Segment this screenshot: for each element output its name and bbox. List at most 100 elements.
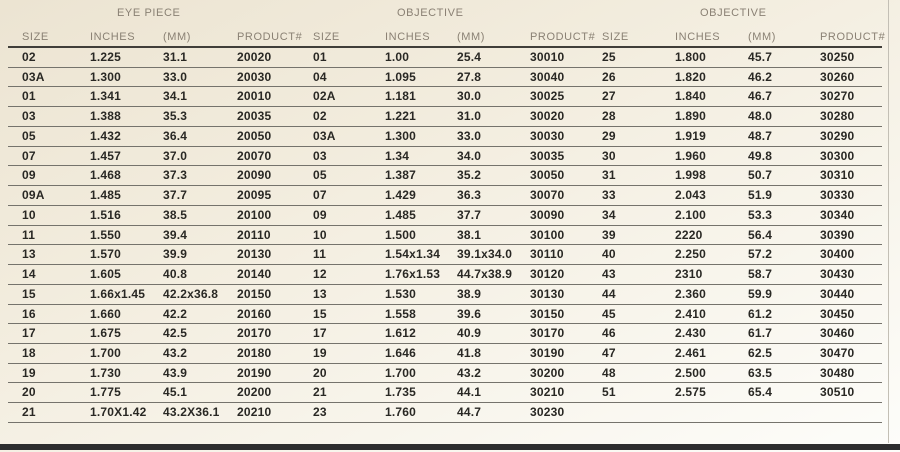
cell: 1.76x1.53 — [385, 267, 441, 282]
cell: 30130 — [530, 286, 565, 301]
cell: 30300 — [820, 148, 855, 163]
cell: 2220 — [675, 227, 703, 242]
cell: 44.1 — [457, 385, 482, 400]
cell: 48 — [602, 365, 616, 380]
cell: 35.2 — [457, 168, 482, 183]
column-header: (MM) — [457, 31, 486, 43]
cell: 46 — [602, 326, 616, 341]
cell: 23 — [313, 405, 327, 420]
cell: 1.700 — [385, 365, 417, 380]
cell: 1.646 — [385, 346, 417, 361]
cell: 20170 — [237, 326, 272, 341]
cell: 58.7 — [748, 267, 773, 282]
cell: 50.7 — [748, 168, 773, 183]
cell: 29 — [602, 128, 616, 143]
cell: 30400 — [820, 247, 855, 262]
cell: 30450 — [820, 306, 855, 321]
cell: 1.387 — [385, 168, 417, 183]
cell: 42.2 — [163, 306, 188, 321]
cell: 1.485 — [90, 188, 122, 203]
table-row: 03 1.388 35.3 20035 02 1.221 31.0 30020 28 1.890 4… — [8, 107, 882, 127]
cell: 51.9 — [748, 188, 773, 203]
cell: 2.100 — [675, 207, 707, 222]
cell: 1.700 — [90, 346, 122, 361]
cell: 03A — [22, 69, 45, 84]
table-row: 05 1.432 36.4 20050 03A 1.300 33.0 30030 29 1.919… — [8, 127, 882, 147]
cell: 1.300 — [90, 69, 122, 84]
cell: 36.3 — [457, 188, 482, 203]
cell: 35.3 — [163, 109, 188, 124]
cell: 30460 — [820, 326, 855, 341]
cell: 33.0 — [457, 128, 482, 143]
cell: 37.3 — [163, 168, 188, 183]
cell: 30035 — [530, 148, 565, 163]
cell: 09 — [22, 168, 36, 183]
cell: 17 — [22, 326, 36, 341]
table-row: 13 1.570 39.9 20130 11 1.54x1.34 39.1x34.0 3011… — [8, 245, 882, 266]
cell: 2310 — [675, 267, 703, 282]
cell: 1.181 — [385, 89, 417, 104]
cell: 1.558 — [385, 306, 417, 321]
cell: 2.043 — [675, 188, 707, 203]
cell: 1.341 — [90, 89, 122, 104]
group-title-objective-1: OBJECTIVE — [397, 7, 464, 19]
cell: 1.516 — [90, 207, 122, 222]
column-header: INCHES — [90, 31, 136, 43]
cell: 12 — [313, 267, 327, 282]
cell: 1.919 — [675, 128, 707, 143]
cell: 1.612 — [385, 326, 417, 341]
cell: 49.8 — [748, 148, 773, 163]
cell: 39.6 — [457, 306, 482, 321]
cell: 62.5 — [748, 346, 773, 361]
cell: 1.457 — [90, 148, 122, 163]
cell: 31.1 — [163, 50, 188, 64]
column-header: SIZE — [602, 31, 629, 43]
cell: 51 — [602, 385, 616, 400]
cell: 30 — [602, 148, 616, 163]
group-header-row: EYE PIECE OBJECTIVE OBJECTIVE — [8, 0, 882, 24]
cell: 45.7 — [748, 50, 773, 64]
table-row: 10 1.516 38.5 20100 09 1.485 37.7 30090 34 2.100 5… — [8, 206, 882, 226]
cell: 02 — [22, 50, 36, 64]
cell: 16 — [22, 306, 36, 321]
cell: 30280 — [820, 109, 855, 124]
cell: 14 — [22, 267, 36, 282]
bottom-bar — [0, 444, 900, 450]
cell: 1.550 — [90, 227, 122, 242]
cell: 1.70X1.42 — [90, 405, 147, 420]
cell: 1.00 — [385, 50, 410, 64]
cell: 44.7 — [457, 405, 482, 420]
cell: 37.7 — [163, 188, 188, 203]
cell: 1.221 — [385, 109, 417, 124]
cell: 09 — [313, 207, 327, 222]
cell: 30100 — [530, 227, 565, 242]
cell: 1.468 — [90, 168, 122, 183]
cell: 13 — [22, 247, 36, 262]
table-row: 17 1.675 42.5 20170 17 1.612 40.9 30170 46 2.430 6… — [8, 324, 882, 345]
cell: 1.840 — [675, 89, 707, 104]
column-header: PRODUCT# — [820, 31, 886, 43]
cell: 34 — [602, 207, 616, 222]
table-body: 02 1.225 31.1 20020 01 1.00 25.4 30010 25 1.800 45… — [8, 48, 882, 423]
cell: 30030 — [530, 128, 565, 143]
cell: 42.2x36.8 — [163, 286, 219, 301]
cell: 2.575 — [675, 385, 707, 400]
cell: 30150 — [530, 306, 565, 321]
cell: 1.432 — [90, 128, 122, 143]
cell: 01 — [313, 50, 327, 64]
column-header: PRODUCT# — [237, 31, 303, 43]
cell: 1.998 — [675, 168, 707, 183]
cell: 20100 — [237, 207, 272, 222]
cell: 27 — [602, 89, 616, 104]
cell: 17 — [313, 326, 327, 341]
cell: 07 — [313, 188, 327, 203]
cell: 1.225 — [90, 50, 122, 64]
cell: 33 — [602, 188, 616, 203]
cell: 21 — [22, 405, 36, 420]
cell: 19 — [313, 346, 327, 361]
group-title-objective-2: OBJECTIVE — [700, 7, 767, 19]
cell: 39.4 — [163, 227, 188, 242]
cell: 2.461 — [675, 346, 707, 361]
cell: 43.2X36.1 — [163, 405, 220, 420]
cell: 34.1 — [163, 89, 188, 104]
